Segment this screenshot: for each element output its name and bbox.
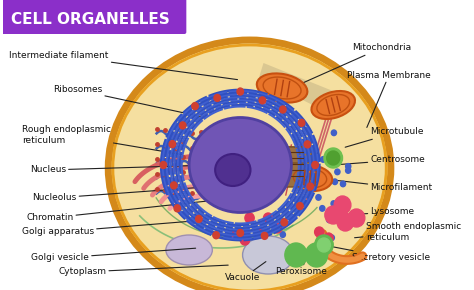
Circle shape xyxy=(214,95,220,102)
Circle shape xyxy=(324,233,333,243)
Circle shape xyxy=(319,206,325,211)
Text: Cytoplasm: Cytoplasm xyxy=(58,265,228,276)
Circle shape xyxy=(265,229,271,235)
Text: Ribosomes: Ribosomes xyxy=(53,86,205,117)
Text: Microfilament: Microfilament xyxy=(336,180,433,193)
Text: Nucleus: Nucleus xyxy=(30,165,210,175)
Ellipse shape xyxy=(311,91,355,119)
Ellipse shape xyxy=(108,40,391,290)
Circle shape xyxy=(335,169,340,175)
Circle shape xyxy=(245,213,254,223)
Circle shape xyxy=(240,235,249,245)
Text: Secretory vesicle: Secretory vesicle xyxy=(331,246,430,262)
Circle shape xyxy=(315,235,333,255)
Circle shape xyxy=(336,156,341,162)
Circle shape xyxy=(321,176,327,182)
Text: Vacuole: Vacuole xyxy=(225,262,266,282)
FancyBboxPatch shape xyxy=(283,147,305,187)
Circle shape xyxy=(297,202,303,210)
Polygon shape xyxy=(259,63,338,113)
Circle shape xyxy=(299,196,304,202)
Circle shape xyxy=(301,143,306,148)
Circle shape xyxy=(320,157,326,162)
Ellipse shape xyxy=(288,165,332,191)
Ellipse shape xyxy=(243,236,294,274)
Text: Golgi apparatus: Golgi apparatus xyxy=(22,220,203,237)
Circle shape xyxy=(346,168,351,173)
Text: Nucleolus: Nucleolus xyxy=(32,185,230,202)
Circle shape xyxy=(273,223,282,233)
Ellipse shape xyxy=(166,235,212,265)
Circle shape xyxy=(315,227,324,237)
Circle shape xyxy=(316,195,321,200)
Circle shape xyxy=(327,217,332,223)
Circle shape xyxy=(196,215,202,222)
Circle shape xyxy=(312,162,319,168)
Circle shape xyxy=(261,232,268,239)
Circle shape xyxy=(229,230,238,240)
Text: Centrosome: Centrosome xyxy=(336,155,425,165)
Ellipse shape xyxy=(189,117,292,213)
Circle shape xyxy=(325,206,342,224)
Circle shape xyxy=(297,151,302,157)
Circle shape xyxy=(324,148,343,168)
Circle shape xyxy=(292,133,298,138)
Circle shape xyxy=(332,179,337,184)
Ellipse shape xyxy=(257,73,307,103)
Circle shape xyxy=(264,213,273,223)
Circle shape xyxy=(327,151,340,165)
Circle shape xyxy=(326,150,331,156)
Circle shape xyxy=(308,171,313,176)
FancyBboxPatch shape xyxy=(1,0,186,34)
FancyBboxPatch shape xyxy=(276,147,312,163)
Text: Smooth endoplasmic
reticulum: Smooth endoplasmic reticulum xyxy=(355,222,461,242)
Circle shape xyxy=(304,141,310,148)
Text: Chromatin: Chromatin xyxy=(26,200,214,222)
Circle shape xyxy=(314,173,319,179)
Circle shape xyxy=(312,152,318,158)
Circle shape xyxy=(331,130,337,136)
Circle shape xyxy=(254,227,264,237)
Circle shape xyxy=(160,162,166,168)
Text: Microtubule: Microtubule xyxy=(345,128,424,147)
Circle shape xyxy=(174,205,181,212)
Circle shape xyxy=(280,106,286,113)
Text: Lysosome: Lysosome xyxy=(348,208,415,217)
Circle shape xyxy=(259,97,266,104)
Circle shape xyxy=(334,196,351,214)
Circle shape xyxy=(180,122,186,129)
Text: Rough endoplasmic
reticulum: Rough endoplasmic reticulum xyxy=(22,125,182,155)
Circle shape xyxy=(192,103,198,110)
Text: CELL ORGANELLES: CELL ORGANELLES xyxy=(10,12,169,28)
Circle shape xyxy=(213,232,219,239)
Text: Plasma Membrane: Plasma Membrane xyxy=(347,70,431,127)
Circle shape xyxy=(292,175,297,181)
Circle shape xyxy=(294,138,300,144)
Text: Peroxisome: Peroxisome xyxy=(275,261,327,276)
Circle shape xyxy=(307,182,312,188)
Circle shape xyxy=(346,164,351,169)
Text: Mitochondria: Mitochondria xyxy=(294,44,411,87)
Circle shape xyxy=(280,232,285,238)
Circle shape xyxy=(296,163,301,168)
Circle shape xyxy=(294,197,300,203)
Circle shape xyxy=(329,235,334,240)
Circle shape xyxy=(318,238,330,252)
Circle shape xyxy=(337,213,354,231)
Circle shape xyxy=(171,182,177,189)
Circle shape xyxy=(237,229,244,236)
Circle shape xyxy=(281,219,288,226)
Circle shape xyxy=(340,181,346,187)
Circle shape xyxy=(237,88,244,95)
Circle shape xyxy=(348,209,365,227)
Ellipse shape xyxy=(215,154,250,186)
Circle shape xyxy=(307,183,313,190)
Text: Intermediate filament: Intermediate filament xyxy=(9,50,237,80)
Circle shape xyxy=(285,243,307,267)
Circle shape xyxy=(331,201,336,206)
Circle shape xyxy=(169,141,175,148)
Circle shape xyxy=(305,243,328,267)
Text: Golgi vesicle: Golgi vesicle xyxy=(31,248,196,262)
Circle shape xyxy=(298,119,305,126)
